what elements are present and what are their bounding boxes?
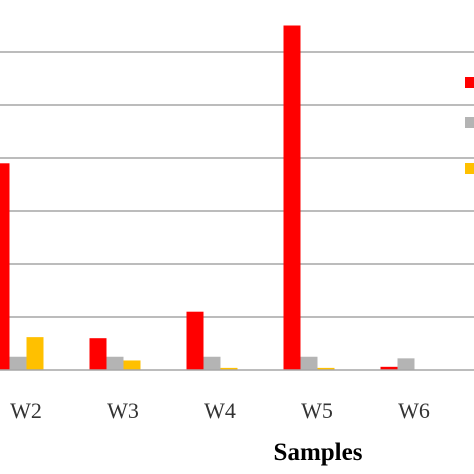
bar-w3-series-3 <box>123 360 141 370</box>
bar-w2-series-2 <box>9 356 27 370</box>
bar-w5-series-2 <box>300 356 318 370</box>
x-tick-label: W6 <box>398 398 430 423</box>
x-tick-label: W3 <box>107 398 139 423</box>
legend-swatch-series-2 <box>465 117 474 128</box>
legend-swatch-series-3 <box>465 163 474 174</box>
legend-swatch-series-1 <box>465 77 474 88</box>
bar-w5-series-3 <box>317 367 335 370</box>
bar-w5-series-1 <box>283 25 301 370</box>
bar-w4-series-2 <box>203 356 221 370</box>
bar-w3-series-2 <box>106 356 124 370</box>
x-tick-label: W5 <box>301 398 333 423</box>
legend <box>465 77 474 174</box>
gridlines <box>0 51 474 318</box>
bar-w2-series-3 <box>26 337 44 370</box>
bar-w3-series-1 <box>89 338 107 370</box>
bar-w6-series-2 <box>397 358 415 370</box>
bar-w4-series-3 <box>220 367 238 370</box>
bar-w2-series-1 <box>0 163 10 370</box>
x-axis-title: Samples <box>274 439 363 466</box>
x-tick-label: W4 <box>204 398 236 423</box>
x-tick-label: W2 <box>10 398 42 423</box>
bars <box>0 25 415 370</box>
bar-w4-series-1 <box>186 311 204 370</box>
bar-w6-series-1 <box>380 366 398 370</box>
x-tick-labels: W2 W3 W4 W5 W6 <box>10 398 430 423</box>
